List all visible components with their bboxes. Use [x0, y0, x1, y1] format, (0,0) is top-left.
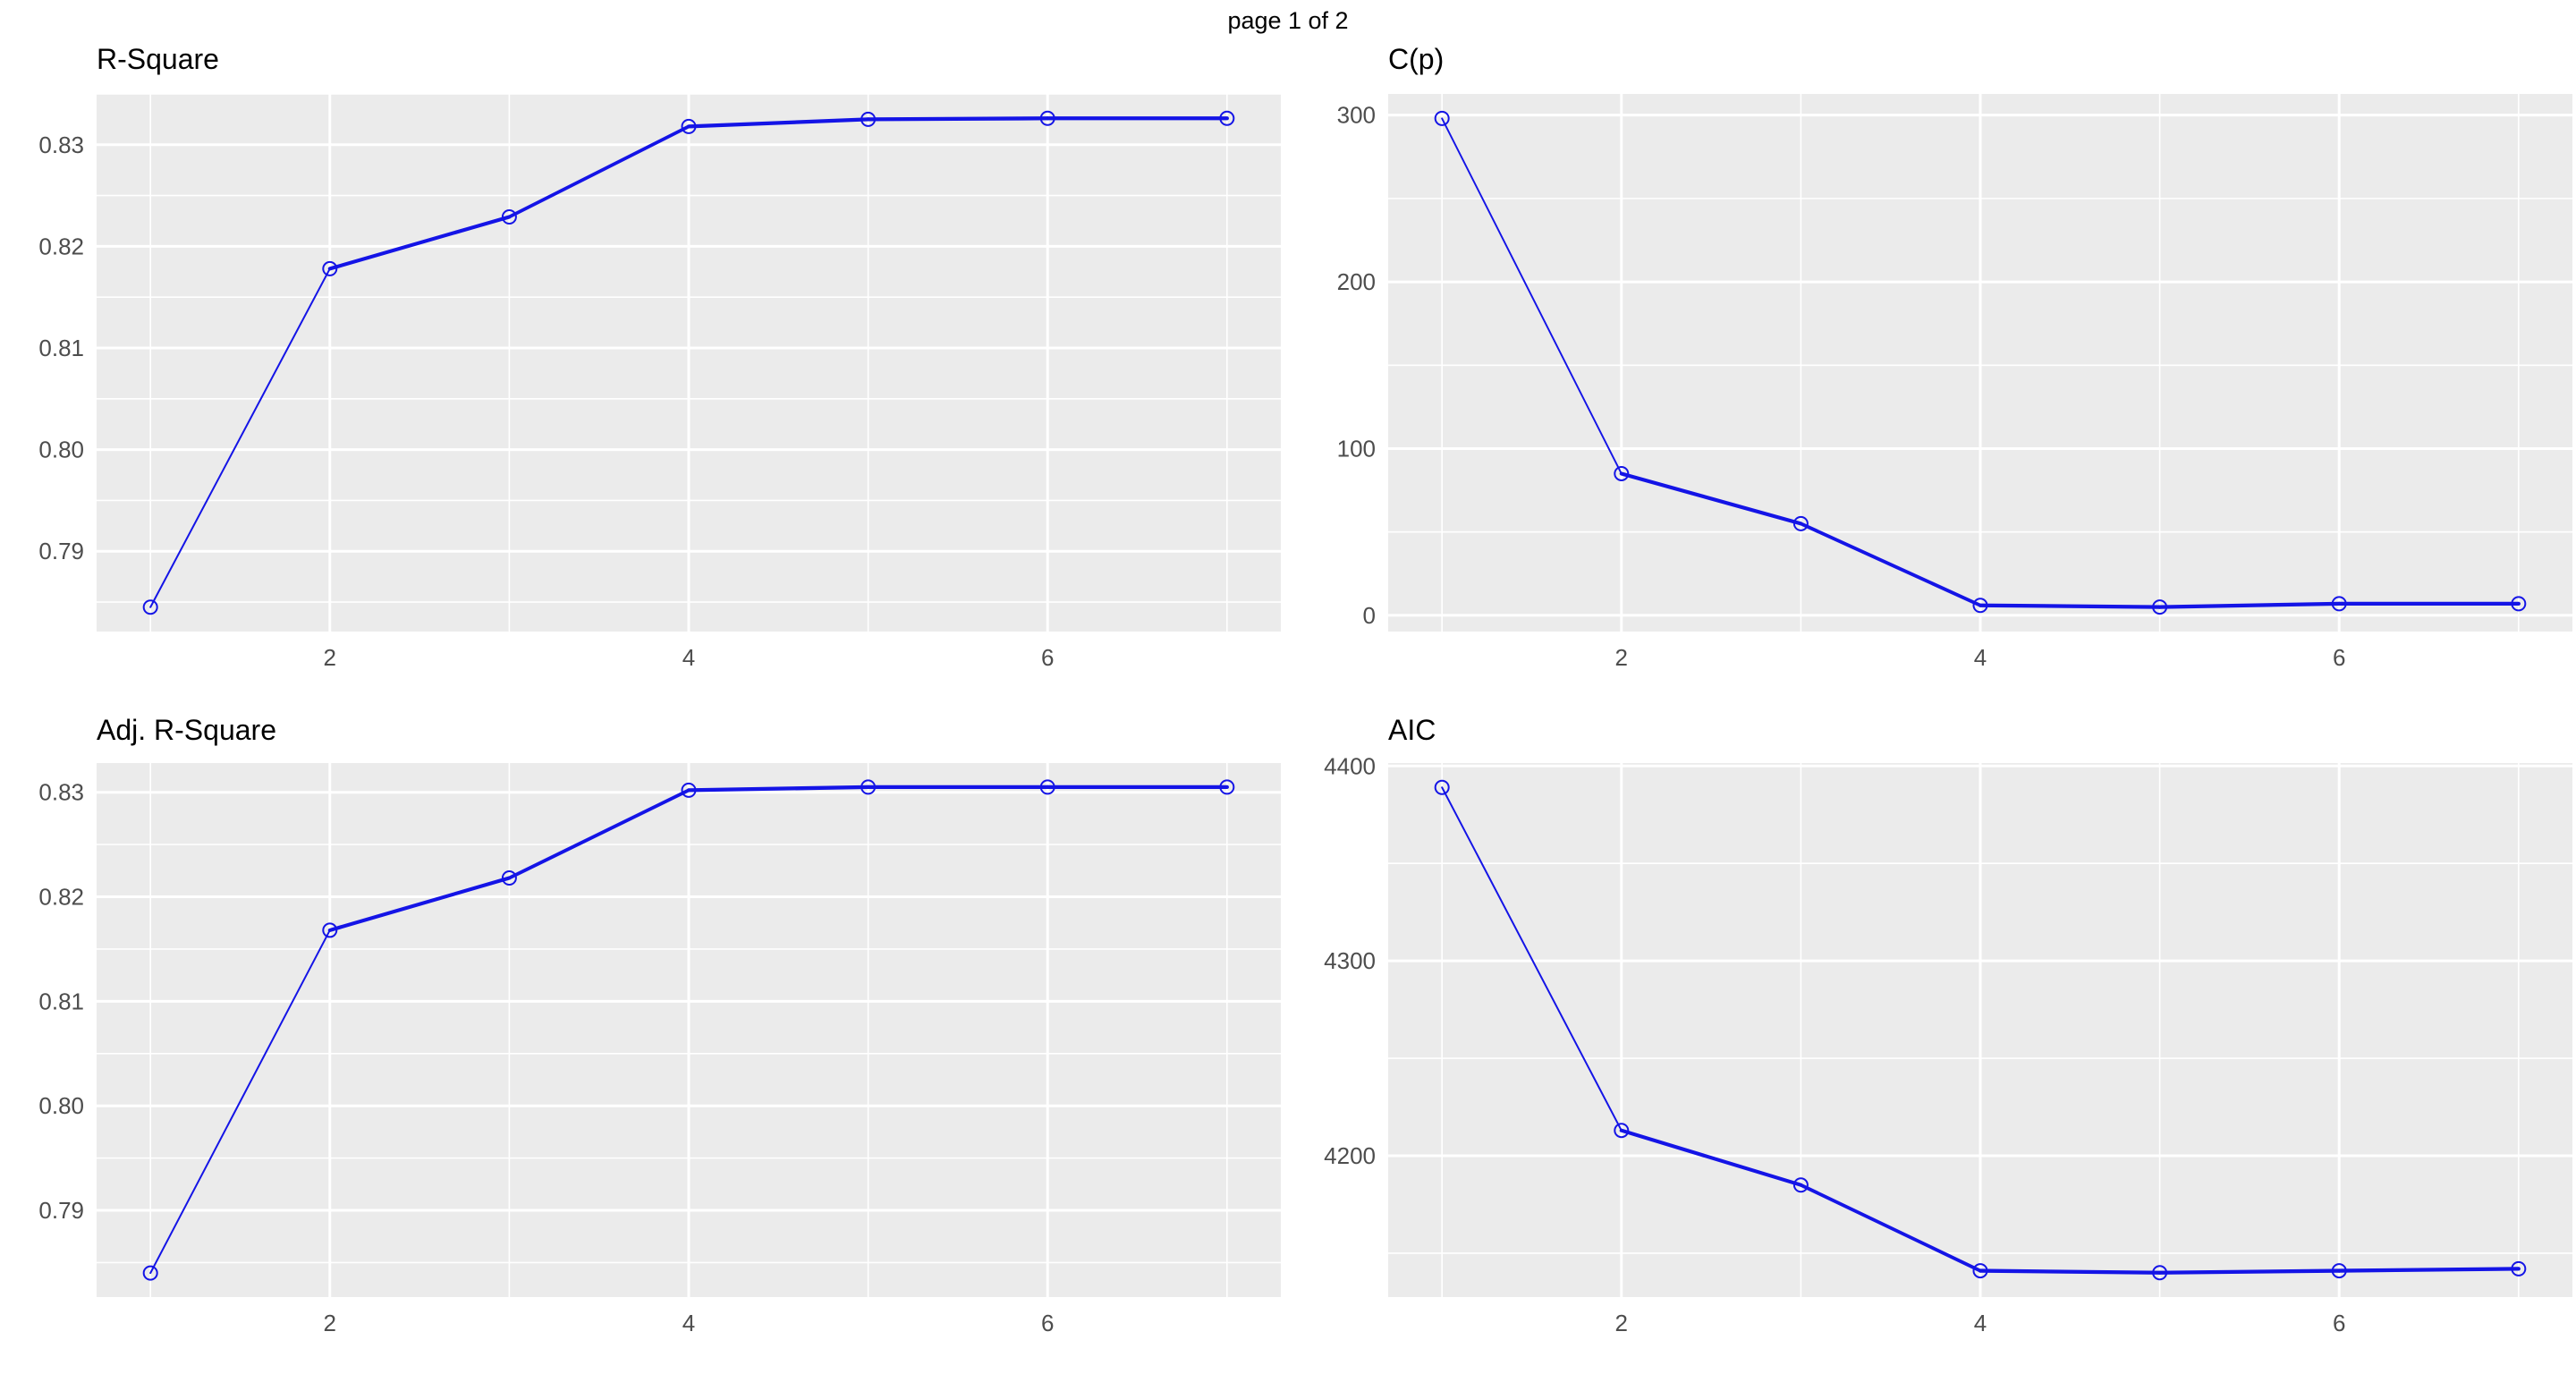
series-segment [1799, 522, 1982, 607]
y-tick-label: 0.79 [38, 538, 84, 564]
data-point-marker [142, 599, 158, 615]
x-tick-label: 4 [1974, 1310, 1987, 1336]
y-tick-label: 0 [1363, 602, 1376, 629]
data-point-marker [322, 922, 338, 938]
data-point-marker [681, 782, 697, 798]
series-segment [327, 876, 512, 932]
data-point-marker [322, 260, 338, 276]
data-point-marker [1219, 779, 1235, 795]
data-point-marker [681, 118, 697, 134]
y-tick-label: 4400 [1324, 752, 1376, 779]
data-point-marker [1792, 1177, 1809, 1193]
x-tick-label: 2 [324, 1310, 336, 1336]
data-point-marker [501, 870, 517, 886]
data-point-marker [2331, 1263, 2347, 1279]
data-point-marker [860, 111, 877, 127]
x-tick-label: 6 [2333, 1310, 2345, 1336]
data-point-marker [142, 1265, 158, 1281]
data-point-marker [1039, 110, 1055, 126]
chart-r-square: 0.79 0.80 0.81 0.82 0.83 2 4 6 [38, 93, 1281, 671]
data-point-marker [2331, 596, 2347, 612]
series-segment [149, 267, 331, 608]
data-point-marker [1219, 110, 1235, 126]
data-point-marker [2511, 596, 2527, 612]
series-segment [149, 929, 331, 1275]
chart-title-r-square: R-Square [97, 43, 219, 75]
series-segment [1441, 117, 1623, 475]
y-tick-label: 0.82 [38, 233, 84, 259]
x-tick-label: 4 [1974, 644, 1987, 671]
y-tick-label: 0.82 [38, 884, 84, 911]
y-tick-label: 4200 [1324, 1142, 1376, 1169]
data-point-marker [2511, 1260, 2527, 1276]
data-point-marker [1434, 110, 1450, 126]
chart-aic: 4200 4300 4400 2 4 6 [1324, 752, 2572, 1336]
x-tick-label: 6 [1041, 644, 1054, 671]
data-point-marker [2152, 599, 2168, 615]
series-segment [507, 788, 691, 880]
x-tick-label: 4 [682, 644, 695, 671]
series-segment [686, 117, 870, 129]
y-tick-label: 0.83 [38, 779, 84, 806]
x-tick-label: 2 [1615, 1310, 1628, 1336]
data-point-marker [1434, 779, 1450, 795]
data-point-marker [1614, 465, 1630, 481]
y-tick-label: 300 [1337, 102, 1376, 129]
chart-cp: 0 100 200 300 2 4 6 [1337, 94, 2572, 671]
chart-adj-r-square: 0.79 0.80 0.81 0.82 0.83 2 4 6 [38, 763, 1281, 1336]
y-tick-label: 100 [1337, 436, 1376, 462]
chart-title-cp: C(p) [1388, 43, 1445, 75]
series-segment [507, 124, 691, 219]
data-point-marker [1972, 598, 1988, 614]
x-tick-label: 6 [1041, 1310, 1054, 1336]
y-tick-label: 4300 [1324, 947, 1376, 974]
data-point-marker [2152, 1265, 2168, 1281]
x-tick-label: 2 [324, 644, 336, 671]
series-segment [2337, 1267, 2521, 1273]
series-segment [1978, 603, 2162, 609]
series-segment [2157, 601, 2342, 609]
series-segment [1978, 1268, 2162, 1275]
series-segment [1799, 1183, 1982, 1273]
series-segment [1441, 786, 1623, 1132]
page-title: page 1 of 2 [1227, 7, 1349, 34]
chart-title-aic: AIC [1388, 714, 1436, 746]
y-tick-label: 0.83 [38, 131, 84, 158]
data-point-marker [1792, 515, 1809, 531]
data-point-marker [860, 779, 877, 795]
data-point-marker [1614, 1123, 1630, 1139]
data-point-marker [1039, 779, 1055, 795]
chart-title-adj-r-square: Adj. R-Square [97, 714, 276, 746]
series-segment [1619, 471, 1803, 526]
series-segment [2157, 1268, 2342, 1275]
x-tick-label: 2 [1615, 644, 1628, 671]
series-segment [1619, 1128, 1803, 1187]
data-point-marker [501, 208, 517, 225]
x-tick-label: 4 [682, 1310, 695, 1336]
y-tick-label: 0.80 [38, 1092, 84, 1119]
y-tick-label: 0.80 [38, 437, 84, 463]
series-segment [686, 785, 870, 793]
series-segment [866, 116, 1050, 122]
y-tick-label: 0.79 [38, 1197, 84, 1224]
y-tick-label: 0.81 [38, 335, 84, 361]
y-tick-label: 0.81 [38, 988, 84, 1014]
y-tick-label: 200 [1337, 268, 1376, 295]
data-point-marker [1972, 1263, 1988, 1279]
series-segment [327, 215, 512, 271]
x-tick-label: 6 [2333, 644, 2345, 671]
